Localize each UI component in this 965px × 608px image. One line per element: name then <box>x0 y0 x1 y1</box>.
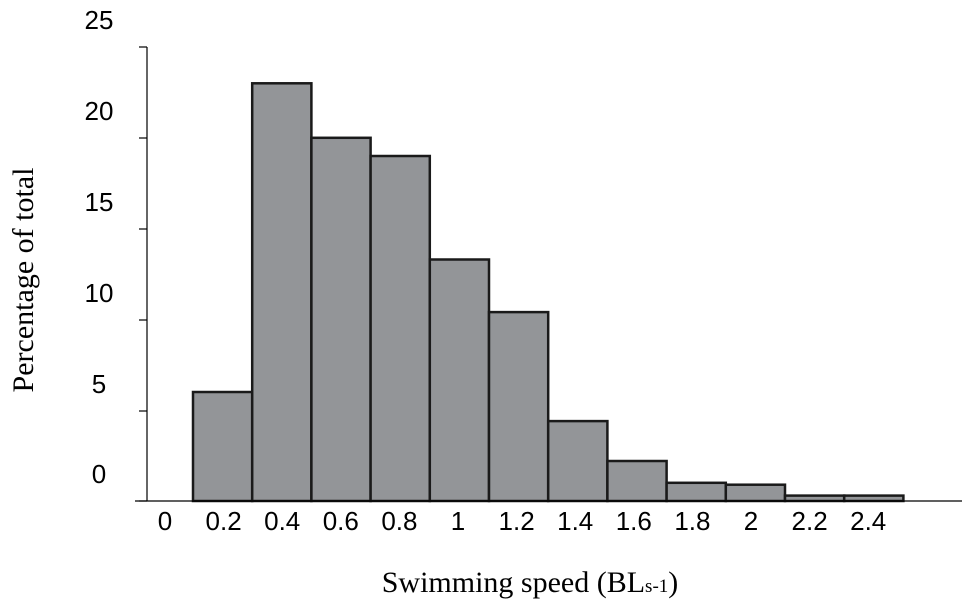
bar-0.8 <box>369 154 432 503</box>
x-tick-label: 1.4 <box>557 506 593 536</box>
bars-group <box>191 82 905 503</box>
x-tick-label: 0 <box>158 506 172 536</box>
bar-0.2 <box>191 390 254 503</box>
x-tick-label: 1.2 <box>499 506 535 536</box>
bar-1.8 <box>665 481 728 503</box>
x-axis-title-unit: s-1 <box>645 576 668 597</box>
x-tick-label: 0.2 <box>206 506 242 536</box>
y-tick-label: 15 <box>85 187 114 217</box>
bar-1.4 <box>546 419 609 503</box>
bar-1 <box>428 258 491 503</box>
x-tick-label: 0.8 <box>381 506 417 536</box>
bar-0.4 <box>250 82 313 503</box>
x-axis-title-main: Swimming speed (BL <box>382 566 645 599</box>
x-tick-label: 2.4 <box>850 506 886 536</box>
y-tick-label: 0 <box>92 459 106 489</box>
y-tick-label: 5 <box>92 369 106 399</box>
x-tick-label: 1.6 <box>616 506 652 536</box>
y-axis-title: Percentage of total <box>7 168 40 393</box>
x-axis-title: Swimming speed (BLs-1) <box>382 566 679 599</box>
x-ticks-group: 0 0.2 0.4 0.6 0.8 1 1.2 1.4 1.6 1.8 2 2.2 2.4 <box>158 506 887 536</box>
x-tick-label: 2 <box>744 506 758 536</box>
y-ticks-group: 25 20 15 10 5 0 <box>85 5 147 502</box>
x-axis-title-close: ) <box>668 566 678 599</box>
bar-2.4 <box>842 494 905 503</box>
x-tick-label: 0.6 <box>323 506 359 536</box>
bar-1.6 <box>606 459 668 503</box>
x-tick-label: 0.4 <box>264 506 300 536</box>
bar-1.2 <box>487 310 550 503</box>
y-tick-label: 25 <box>85 5 114 35</box>
y-tick-label: 10 <box>85 278 114 308</box>
bar-2 <box>724 483 787 503</box>
x-tick-label: 2.2 <box>792 506 828 536</box>
bar-0.6 <box>310 136 372 503</box>
y-tick-label: 20 <box>85 96 114 126</box>
x-tick-label: 1 <box>451 506 465 536</box>
x-tick-label: 1.8 <box>674 506 710 536</box>
bar-2.2 <box>783 494 846 503</box>
